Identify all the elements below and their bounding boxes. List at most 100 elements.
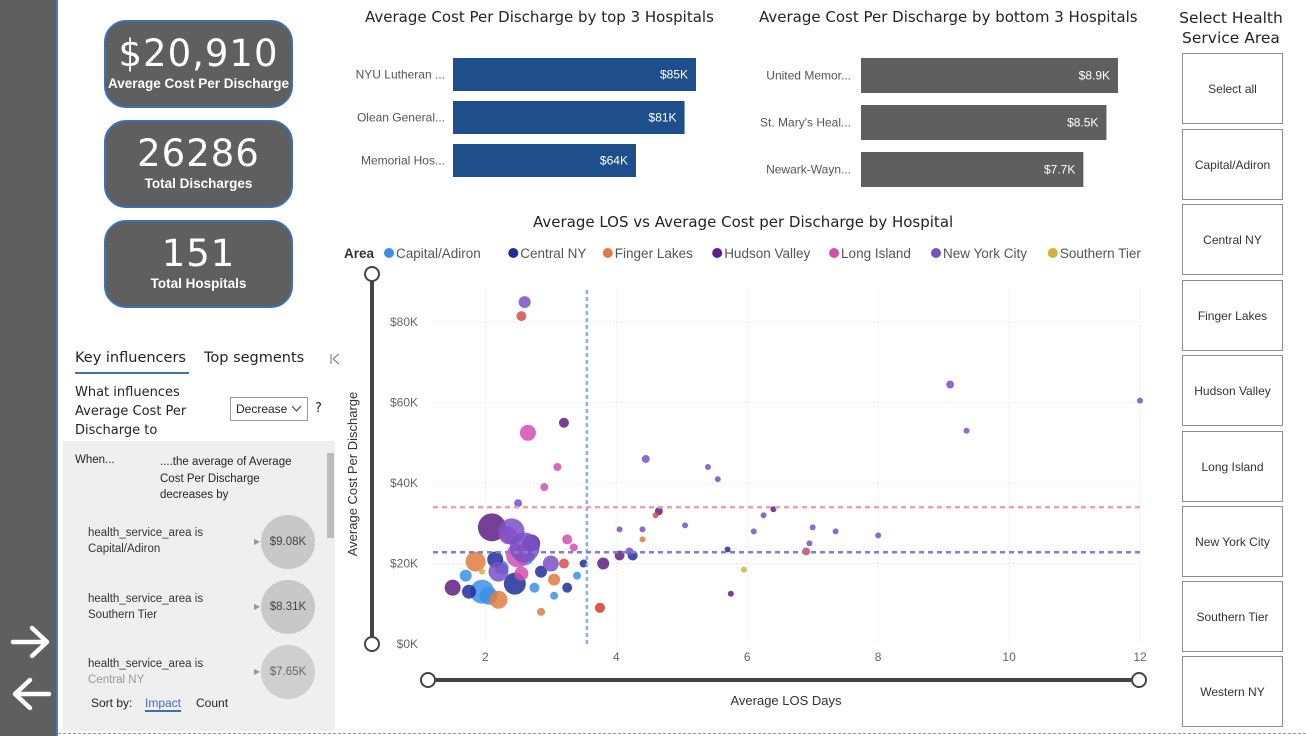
legend-entry: New York City [943,246,1027,261]
bar[interactable] [861,105,1107,140]
slicer-option-long-island[interactable]: Long Island [1182,431,1283,502]
scatter-point[interactable] [704,464,711,470]
y-zoom-slider-handle[interactable] [364,266,380,282]
legend-title: Area [344,246,375,261]
scatter-point[interactable] [652,512,659,519]
scatter-point[interactable] [558,558,569,569]
scatter-point[interactable] [809,524,816,531]
influencer-item[interactable]: health_service_area is Central NY [88,656,203,688]
scatter-point[interactable] [479,568,486,575]
arrow-left-icon[interactable] [10,676,52,712]
scatter-point[interactable] [573,571,582,580]
slicer-option-finger-lakes[interactable]: Finger Lakes [1182,280,1283,351]
scatter-point[interactable] [459,569,472,582]
scatter-point[interactable] [553,463,562,471]
slicer-title: Select Health Service Area [1179,9,1283,47]
scatter-point[interactable] [597,557,610,570]
scatter-point[interactable] [740,566,747,573]
scatter-point[interactable] [770,506,777,513]
sort-impact-option[interactable]: Impact [145,696,182,712]
slicer-option-select-all[interactable]: Select all [1182,53,1283,124]
list-scrollbar[interactable] [327,453,334,538]
legend-marker [1047,248,1058,258]
slicer-option-capital-adiron[interactable]: Capital/Adiron [1182,129,1283,200]
bar[interactable] [453,58,696,91]
help-icon[interactable]: ? [315,401,322,416]
slicer-option-new-york-city[interactable]: New York City [1182,506,1283,577]
scatter-chart[interactable]: Area Capital/Adiron Central NY Finger Lakes… [338,238,1160,713]
scatter-point[interactable] [514,566,529,581]
influencer-item[interactable]: health_service_area is Capital/Adiron [88,525,203,557]
scatter-point[interactable] [727,590,734,597]
slicer-option-central-ny[interactable]: Central NY [1182,204,1283,275]
scatter-point[interactable] [558,417,569,428]
scatter-point[interactable] [724,546,731,553]
scatter-point[interactable] [639,526,646,533]
kpi-label: Total Discharges [144,176,253,191]
slicer-option-hudson-valley[interactable]: Hudson Valley [1182,355,1283,426]
scatter-point[interactable] [465,551,486,572]
scatter-point[interactable] [489,590,508,609]
scatter-point[interactable] [963,427,970,434]
influencer-item[interactable]: health_service_area is Southern Tier [88,591,203,623]
scatter-point[interactable] [462,584,477,599]
scatter-point[interactable] [750,528,757,535]
bar[interactable] [453,101,685,134]
impact-bubble[interactable]: $8.31K [261,580,315,634]
sort-by-label: Sort by: [91,696,133,710]
scatter-point[interactable] [760,512,767,519]
scatter-point[interactable] [542,555,559,572]
play-icon: ▶ [254,537,261,546]
scatter-point[interactable] [875,532,882,539]
scatter-point[interactable] [488,561,509,582]
scatter-point[interactable] [516,311,527,322]
scatter-point[interactable] [569,543,578,552]
slicer-option-western-ny[interactable]: Western NY [1182,656,1283,727]
scatter-point[interactable] [832,528,839,535]
scatter-point[interactable] [562,534,573,545]
x-zoom-slider-handle[interactable] [1131,672,1147,688]
bar-category-label: Newark-Wayn... [766,163,851,177]
scatter-point[interactable] [562,582,573,593]
scatter-point[interactable] [616,526,623,533]
bar[interactable] [861,58,1118,93]
bar-data-label: $8.9K [1079,69,1110,83]
y-zoom-slider-handle[interactable] [364,636,380,652]
scatter-point[interactable] [714,476,721,483]
top-hospitals-bar-chart[interactable]: NYU Lutheran ... $85K Olean General... $81K… [340,50,720,185]
scatter-point[interactable] [641,454,650,463]
bottom-hospitals-bar-chart[interactable]: United Memor... $8.9K St. Mary's Heal... $8… [745,50,1145,190]
scatter-point[interactable] [540,483,549,492]
scatter-point[interactable] [514,499,523,508]
scatter-point[interactable] [682,522,689,529]
scatter-point[interactable] [1137,397,1143,404]
impact-bubble[interactable]: $9.08K [261,515,315,569]
scatter-point[interactable] [444,579,461,596]
scatter-point[interactable] [537,607,546,616]
scatter-point[interactable] [535,565,548,578]
arrow-right-icon[interactable] [10,624,52,660]
collapse-icon[interactable] [330,353,340,365]
x-zoom-slider-handle[interactable] [420,672,436,688]
sort-count-option[interactable]: Count [196,696,229,710]
scatter-point[interactable] [550,591,559,600]
tab-top-segments[interactable]: Top segments [204,350,305,366]
influence-direction-dropdown[interactable]: Decrease [230,397,308,421]
slicer-option-southern-tier[interactable]: Southern Tier [1182,581,1283,652]
influencer-value: Southern Tier [88,609,158,621]
scatter-point[interactable] [509,532,540,563]
scatter-point[interactable] [946,380,955,389]
scatter-point[interactable] [639,536,646,543]
scatter-point[interactable] [519,424,536,441]
scatter-point[interactable] [548,573,561,586]
scatter-point[interactable] [518,296,531,309]
bar-data-label: $64K [600,154,628,168]
scatter-point[interactable] [806,540,813,547]
scatter-point[interactable] [579,559,588,568]
bar[interactable] [861,152,1084,187]
scatter-point[interactable] [529,582,540,593]
scatter-point[interactable] [594,602,605,613]
bar[interactable] [453,144,636,177]
tab-key-influencers[interactable]: Key influencers [75,350,186,366]
impact-bubble[interactable]: $7.65K [261,645,315,699]
